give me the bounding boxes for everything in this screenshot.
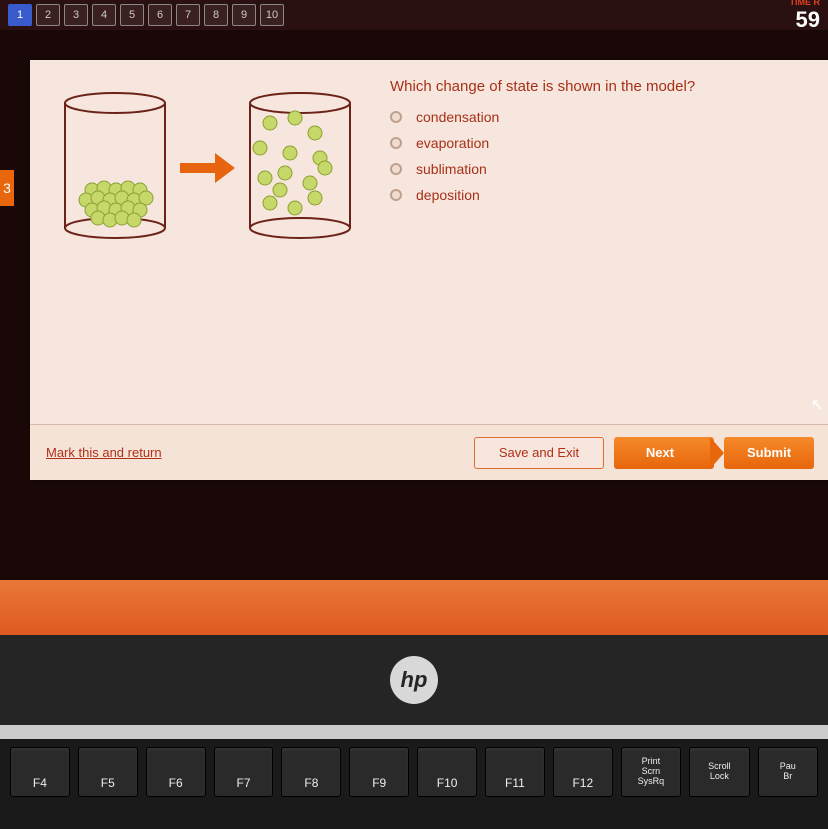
laptop-hinge-band bbox=[0, 580, 828, 635]
nav-question-9[interactable]: 9 bbox=[232, 4, 256, 26]
key-f5: F5 bbox=[78, 747, 138, 797]
nav-question-7[interactable]: 7 bbox=[176, 4, 200, 26]
key-special: Print Scrn SysRq bbox=[621, 747, 681, 797]
option-deposition[interactable]: deposition bbox=[390, 187, 810, 203]
timer-value: 59 bbox=[796, 7, 820, 32]
next-button[interactable]: Next bbox=[614, 437, 714, 469]
option-label: condensation bbox=[416, 109, 499, 125]
option-condensation[interactable]: condensation bbox=[390, 109, 810, 125]
quiz-panel: Which change of state is shown in the mo… bbox=[30, 60, 828, 480]
radio-icon[interactable] bbox=[390, 189, 402, 201]
question-text: Which change of state is shown in the mo… bbox=[390, 78, 810, 95]
key-f10: F10 bbox=[417, 747, 477, 797]
option-label: evaporation bbox=[416, 135, 489, 151]
key-f9: F9 bbox=[349, 747, 409, 797]
nav-question-2[interactable]: 2 bbox=[36, 4, 60, 26]
key-f12: F12 bbox=[553, 747, 613, 797]
key-f6: F6 bbox=[146, 747, 206, 797]
save-exit-button[interactable]: Save and Exit bbox=[474, 437, 604, 469]
key-f11: F11 bbox=[485, 747, 545, 797]
radio-icon[interactable] bbox=[390, 111, 402, 123]
hp-logo: hp bbox=[390, 656, 438, 704]
radio-icon[interactable] bbox=[390, 137, 402, 149]
nav-question-5[interactable]: 5 bbox=[120, 4, 144, 26]
nav-question-8[interactable]: 8 bbox=[204, 4, 228, 26]
radio-icon[interactable] bbox=[390, 163, 402, 175]
nav-question-10[interactable]: 10 bbox=[260, 4, 284, 26]
nav-question-4[interactable]: 4 bbox=[92, 4, 116, 26]
laptop-bezel: hp bbox=[0, 635, 828, 725]
key-special: Pau Br bbox=[758, 747, 818, 797]
nav-question-6[interactable]: 6 bbox=[148, 4, 172, 26]
option-evaporation[interactable]: evaporation bbox=[390, 135, 810, 151]
option-label: sublimation bbox=[416, 161, 487, 177]
submit-button[interactable]: Submit bbox=[724, 437, 814, 469]
key-f4: F4 bbox=[10, 747, 70, 797]
key-f7: F7 bbox=[214, 747, 274, 797]
timer-label: TIME R bbox=[790, 0, 821, 7]
model-diagram bbox=[50, 78, 390, 392]
quiz-footer: Mark this and return Save and Exit Next … bbox=[30, 424, 828, 480]
side-tab[interactable]: 3 bbox=[0, 170, 14, 206]
question-nav-bar: 12345678910 TIME R 59 bbox=[0, 0, 828, 30]
nav-question-3[interactable]: 3 bbox=[64, 4, 88, 26]
nav-question-1[interactable]: 1 bbox=[8, 4, 32, 26]
option-sublimation[interactable]: sublimation bbox=[390, 161, 810, 177]
option-label: deposition bbox=[416, 187, 480, 203]
key-special: Scroll Lock bbox=[689, 747, 749, 797]
key-f8: F8 bbox=[281, 747, 341, 797]
mark-return-link[interactable]: Mark this and return bbox=[46, 445, 162, 460]
cursor-icon: ↖ bbox=[811, 395, 824, 415]
keyboard-edge bbox=[0, 725, 828, 739]
keyboard: F4F5F6F7F8F9F10F11F12Print Scrn SysRqScr… bbox=[0, 739, 828, 829]
